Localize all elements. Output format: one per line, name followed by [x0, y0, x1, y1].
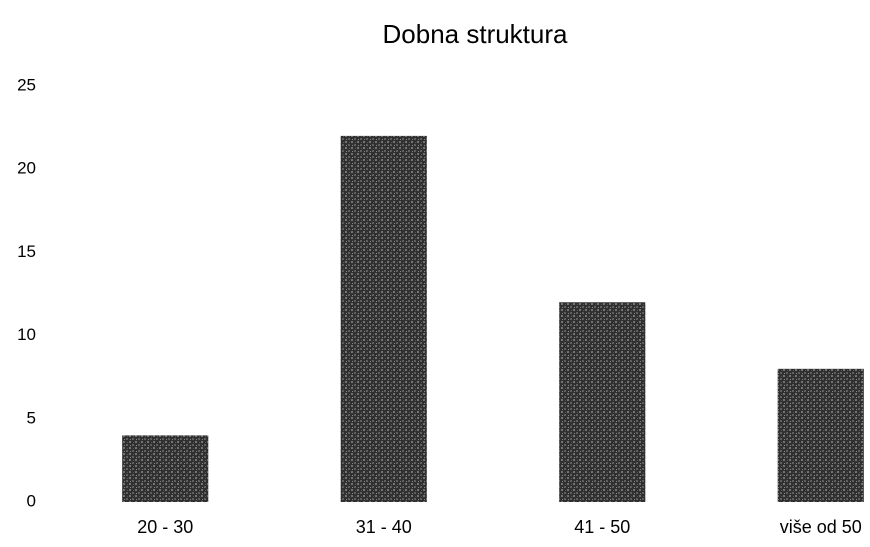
bar [122, 435, 209, 502]
y-tick-label: 25 [17, 75, 36, 94]
bar [777, 368, 864, 502]
x-tick-label: 20 - 30 [137, 517, 193, 537]
bar [559, 302, 646, 502]
y-tick-label: 15 [17, 242, 36, 261]
bar [340, 135, 427, 503]
y-tick-label: 0 [27, 491, 36, 510]
x-tick-label: 41 - 50 [574, 517, 630, 537]
chart-title: Dobna struktura [383, 19, 569, 49]
y-tick-label: 5 [27, 408, 36, 427]
y-tick-label: 20 [17, 159, 36, 178]
x-tick-label: 31 - 40 [356, 517, 412, 537]
x-tick-label: više od 50 [780, 517, 862, 537]
y-tick-label: 10 [17, 325, 36, 344]
